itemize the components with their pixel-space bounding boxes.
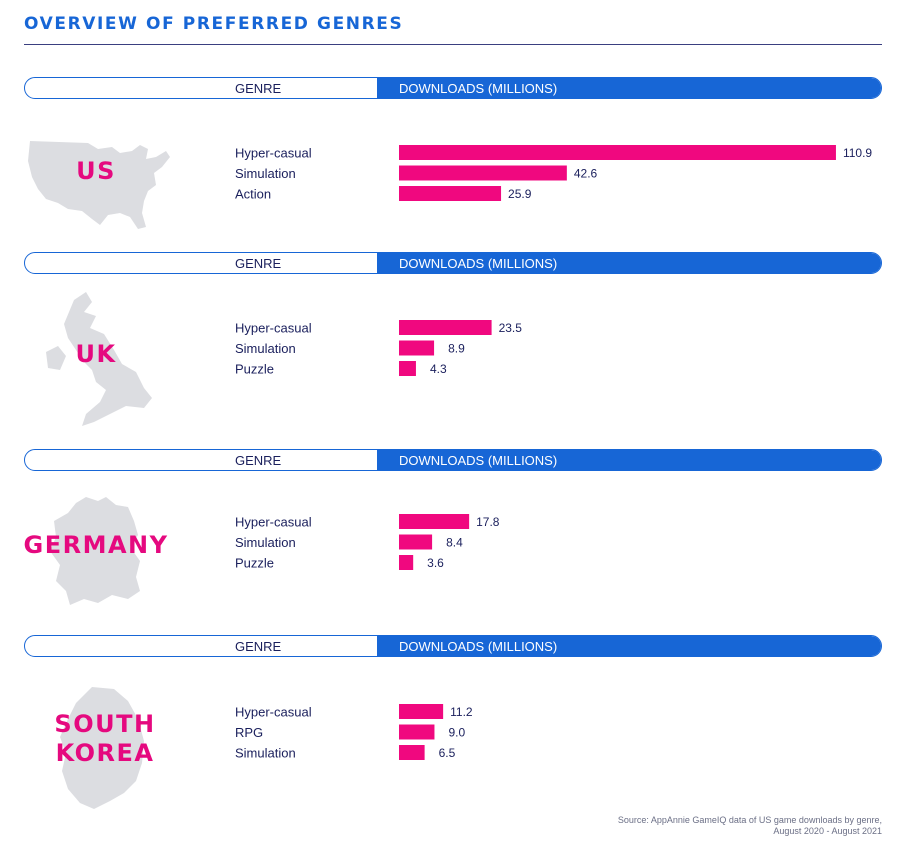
- bar-chart: Hyper-casual 17.8 Simulation 8.4 Puzzle 3.6: [235, 514, 500, 571]
- country-label: US: [76, 157, 116, 185]
- genre-label: Hyper-casual: [235, 515, 312, 530]
- table-header: GENRE DOWNLOADS (MILLIONS): [24, 252, 882, 274]
- section-south-korea: GENRE DOWNLOADS (MILLIONS) SOUTH KOREA H…: [0, 635, 920, 809]
- downloads-header-band: DOWNLOADS (MILLIONS): [377, 253, 881, 273]
- bar: [399, 555, 414, 570]
- south-korea-map-icon: [60, 687, 144, 809]
- bar-chart: Hyper-casual 11.2 RPG 9.0 Simulation 6.5: [235, 704, 473, 761]
- value-label: 8.4: [446, 536, 463, 550]
- value-label: 4.3: [430, 362, 447, 376]
- source-line-1: Source: AppAnnie GameIQ data of US game …: [617, 815, 882, 825]
- genre-label: Hyper-casual: [235, 705, 312, 720]
- genre-label: Hyper-casual: [235, 321, 312, 336]
- value-label: 6.5: [439, 746, 456, 760]
- germany-map-icon: [50, 497, 140, 605]
- downloads-column-header: DOWNLOADS (MILLIONS): [399, 453, 558, 468]
- value-label: 11.2: [450, 705, 473, 719]
- section-uk: GENRE DOWNLOADS (MILLIONS) UK Hyper-casu…: [0, 252, 920, 426]
- value-label: 25.9: [508, 187, 532, 201]
- value-label: 3.6: [427, 556, 444, 570]
- country-label: UK: [75, 340, 117, 368]
- bar: [399, 320, 492, 335]
- bar: [399, 724, 435, 740]
- source-line-2: August 2020 - August 2021: [773, 826, 882, 836]
- genre-label: RPG: [235, 725, 263, 740]
- genre-column-header: GENRE: [235, 81, 282, 96]
- table-header: GENRE DOWNLOADS (MILLIONS): [24, 635, 882, 657]
- bar: [399, 145, 836, 160]
- bar-chart: Hyper-casual 23.5 Simulation 8.9 Puzzle 4.3: [235, 320, 523, 377]
- bar: [399, 745, 425, 760]
- downloads-header-band: DOWNLOADS (MILLIONS): [377, 450, 881, 470]
- bar: [399, 534, 433, 550]
- value-label: 9.0: [448, 726, 465, 740]
- genre-column-header: GENRE: [235, 256, 282, 271]
- bar: [399, 361, 416, 376]
- page-title: OVERVIEW OF PREFERRED GENRES: [24, 14, 404, 34]
- downloads-header-band: DOWNLOADS (MILLIONS): [377, 78, 881, 98]
- downloads-header-band: DOWNLOADS (MILLIONS): [377, 636, 881, 656]
- genre-label: Action: [235, 187, 271, 202]
- value-label: 23.5: [499, 321, 523, 335]
- source-note: Source: AppAnnie GameIQ data of US game …: [618, 815, 882, 837]
- bar-chart: Hyper-casual 110.9 Simulation 42.6 Action 25.…: [235, 145, 872, 202]
- value-label: 110.9: [843, 146, 872, 160]
- bar: [399, 165, 567, 181]
- downloads-column-header: DOWNLOADS (MILLIONS): [399, 81, 558, 96]
- bar: [399, 704, 444, 719]
- genre-label: Puzzle: [235, 556, 274, 571]
- bar: [399, 514, 470, 529]
- table-header: GENRE DOWNLOADS (MILLIONS): [24, 449, 882, 471]
- genre-column-header: GENRE: [235, 453, 282, 468]
- genre-label: Puzzle: [235, 362, 274, 377]
- genre-label: Simulation: [235, 746, 296, 761]
- bar: [399, 340, 435, 356]
- value-label: 17.8: [476, 515, 500, 529]
- country-label: GERMANY: [23, 531, 169, 559]
- title-divider: [24, 44, 882, 45]
- genre-column-header: GENRE: [235, 639, 282, 654]
- genre-label: Simulation: [235, 166, 296, 181]
- section-germany: GENRE DOWNLOADS (MILLIONS) GERMANY Hyper…: [0, 449, 920, 619]
- table-header: GENRE DOWNLOADS (MILLIONS): [24, 77, 882, 99]
- country-label: SOUTH KOREA: [54, 710, 156, 767]
- genre-label: Simulation: [235, 535, 296, 550]
- value-label: 8.9: [448, 342, 465, 356]
- genre-label: Simulation: [235, 341, 296, 356]
- section-us: GENRE DOWNLOADS (MILLIONS) US Hyper-casu…: [0, 77, 920, 247]
- downloads-column-header: DOWNLOADS (MILLIONS): [399, 639, 558, 654]
- us-map-icon: [28, 141, 170, 229]
- uk-map-icon: [46, 292, 152, 426]
- downloads-column-header: DOWNLOADS (MILLIONS): [399, 256, 558, 271]
- value-label: 42.6: [574, 167, 598, 181]
- genre-label: Hyper-casual: [235, 146, 312, 161]
- bar: [399, 186, 502, 201]
